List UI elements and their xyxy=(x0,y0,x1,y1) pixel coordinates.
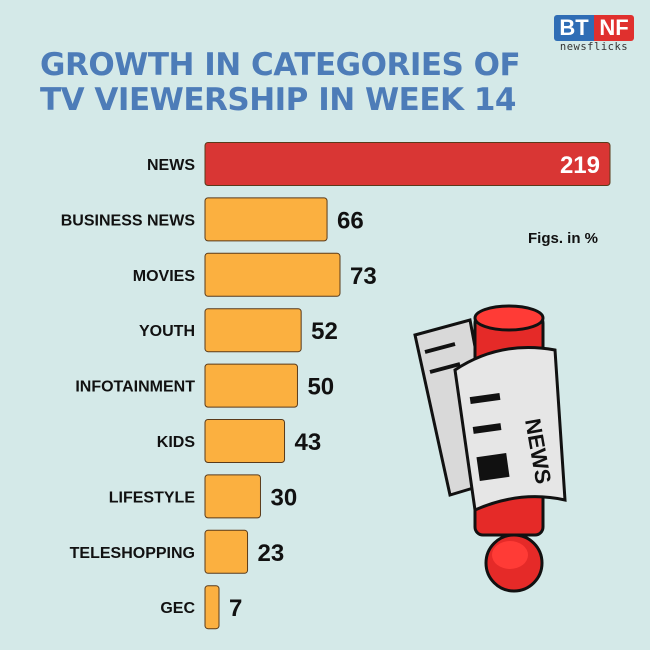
bar-news xyxy=(204,142,611,186)
category-label: MOVIES xyxy=(133,268,196,285)
btnf-logo: BT NF newsflicks xyxy=(554,15,634,53)
category-label: LIFESTYLE xyxy=(109,489,196,506)
value-label: 73 xyxy=(350,263,377,290)
bar-lifestyle xyxy=(204,474,261,519)
bar-youth xyxy=(204,308,302,353)
bar-gec xyxy=(204,585,220,630)
category-label: INFOTAINMENT xyxy=(75,379,195,396)
bar-kids xyxy=(204,419,286,463)
bar-teleshopping xyxy=(204,529,249,574)
category-label: KIDS xyxy=(157,434,196,451)
value-label: 50 xyxy=(307,374,334,401)
newspaper-illustration-icon: NEWS xyxy=(413,304,567,593)
value-label: 66 xyxy=(337,207,364,234)
category-label: NEWS xyxy=(147,157,195,174)
category-label: TELESHOPPING xyxy=(70,545,195,562)
bar-infotainment xyxy=(204,363,298,408)
value-label: 30 xyxy=(270,484,297,511)
value-label: 219 xyxy=(560,152,600,179)
logo-subtitle: newsflicks xyxy=(559,41,629,53)
title-line-1: GROWTH IN CATEGORIES OF xyxy=(40,47,521,83)
category-label: BUSINESS NEWS xyxy=(61,212,196,229)
logo-nf: NF xyxy=(594,15,634,41)
bar-business-news xyxy=(204,197,328,242)
logo-bt: BT xyxy=(554,15,594,41)
category-label: YOUTH xyxy=(139,323,195,340)
category-label: GEC xyxy=(160,600,195,617)
title-line-2: TV VIEWERSHIP IN WEEK 14 xyxy=(40,82,516,118)
value-label: 23 xyxy=(258,540,285,567)
bar-movies xyxy=(204,252,341,297)
chart-title: GROWTH IN CATEGORIES OF TV VIEWERSHIP IN … xyxy=(40,47,521,118)
value-label: 43 xyxy=(295,429,322,456)
unit-note: Figs. in % xyxy=(528,230,599,247)
value-label: 52 xyxy=(311,318,338,345)
value-label: 7 xyxy=(229,595,242,622)
